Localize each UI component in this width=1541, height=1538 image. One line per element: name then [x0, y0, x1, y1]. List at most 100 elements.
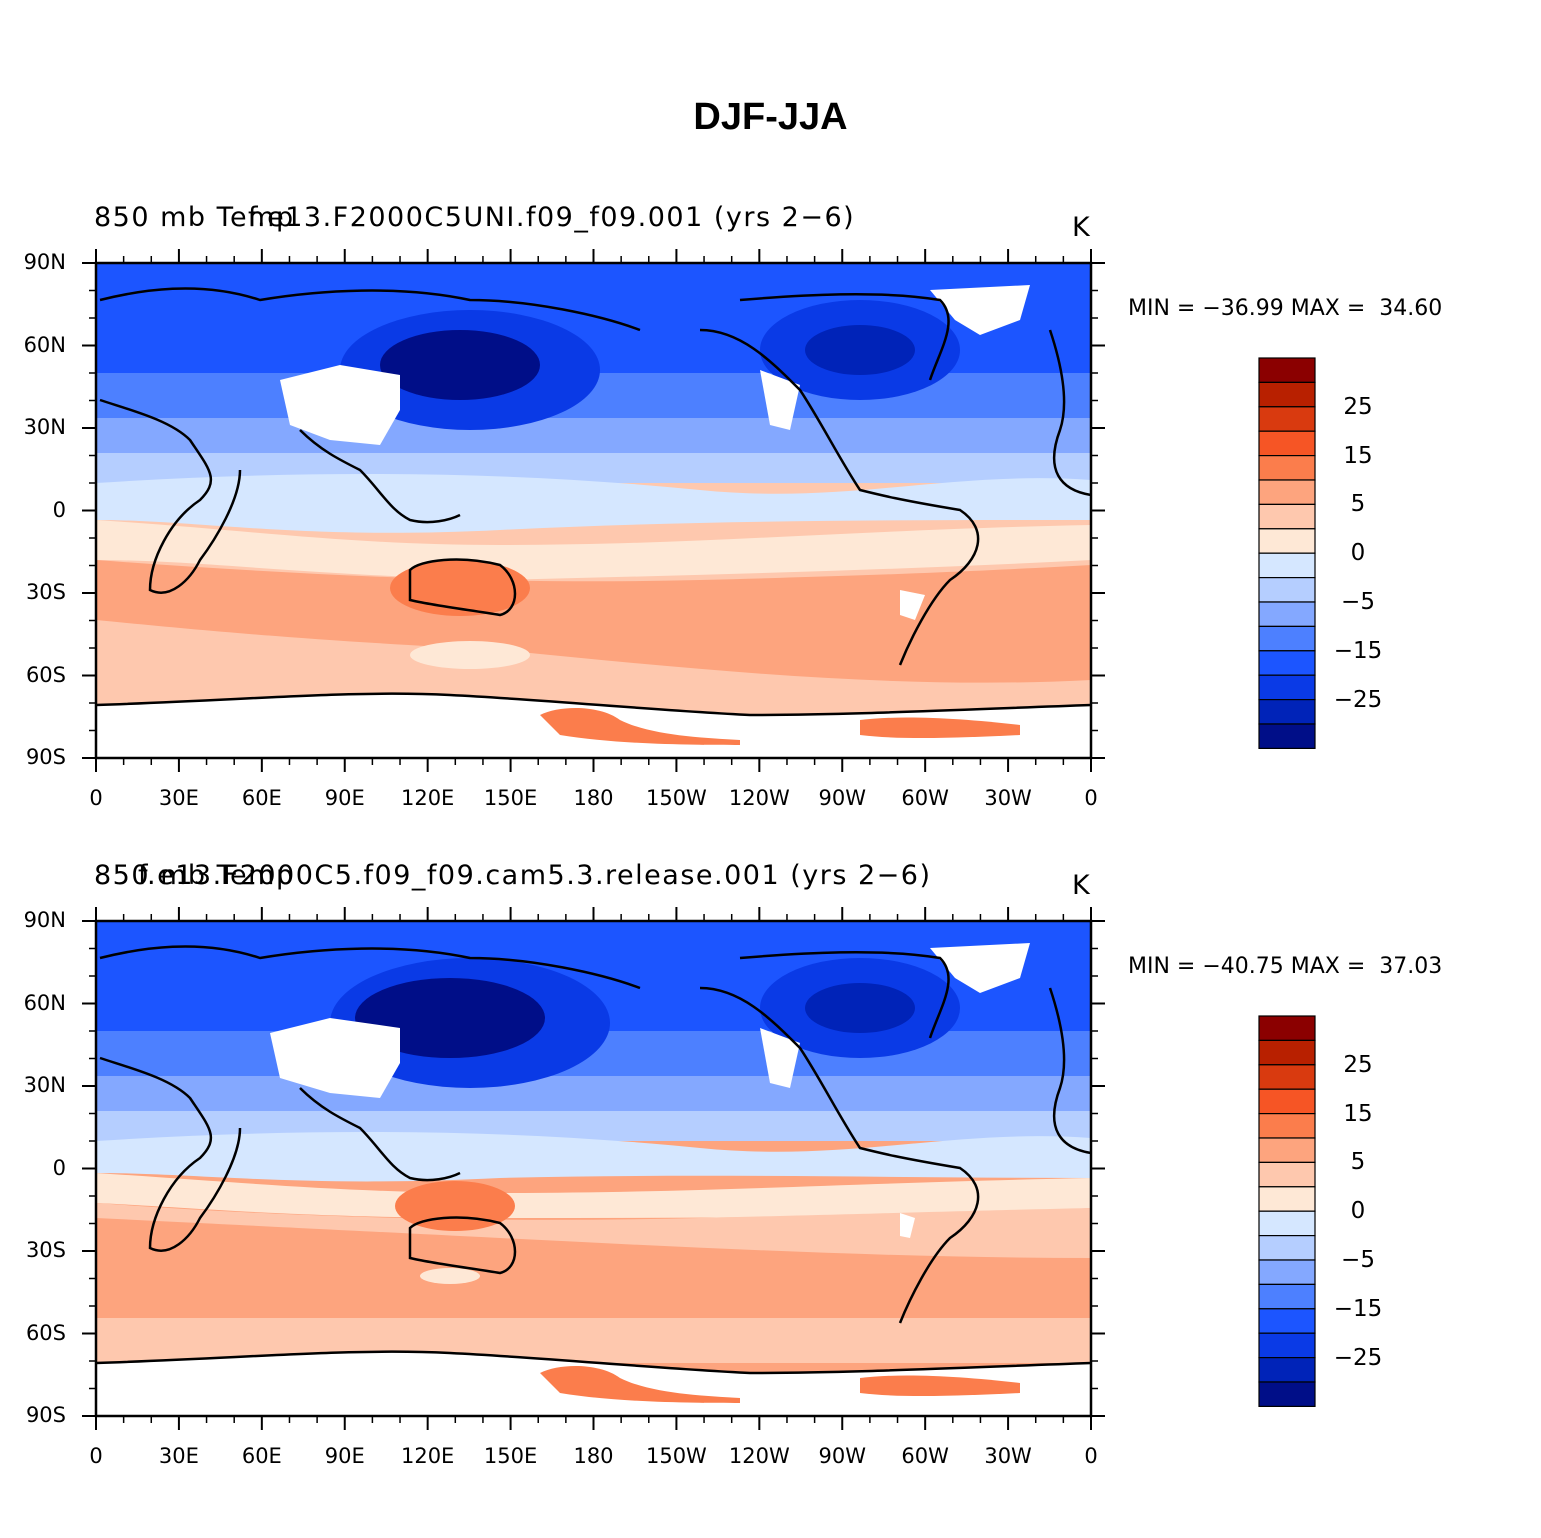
lat-tick-label: 90S — [25, 745, 66, 769]
colorbar-label: 25 — [1343, 393, 1373, 420]
figure-title: DJF-JJA — [693, 96, 848, 138]
panel-1-colorbar — [1258, 357, 1316, 749]
lon-tick-label: 30W — [984, 1444, 1032, 1468]
lon-tick-label: 0 — [89, 1444, 103, 1468]
colorbar-label: −25 — [1333, 1344, 1383, 1371]
colorbar-box — [1258, 1137, 1316, 1163]
map-panel-2: 850 mb Temp f.e13.F2000C5.f09_f09.cam5.3… — [0, 658, 1541, 1467]
lat-tick-label: 0 — [52, 1155, 66, 1180]
lon-tick-label: 150W — [645, 786, 707, 810]
colorbar-box — [1258, 699, 1316, 725]
lat-tick-label: 30S — [25, 580, 66, 604]
colorbar-box — [1258, 1210, 1316, 1237]
lon-tick-label: 60E — [241, 786, 282, 810]
colorbar-label: 15 — [1343, 442, 1373, 469]
panel-1-center-title: f.e13.F2000C5UNI.f09_f09.001 (yrs 2−6) — [248, 202, 856, 233]
colorbar-box — [1258, 1332, 1316, 1359]
colorbar-box — [1258, 479, 1316, 505]
colorbar-box — [1258, 723, 1316, 749]
colorbar-box — [1258, 406, 1316, 432]
colorbar-label: 15 — [1343, 1100, 1373, 1127]
panel-2-minmax: MIN = −40.75 MAX = 37.03 — [1128, 954, 1443, 979]
lon-tick-label: 90E — [324, 786, 365, 810]
lat-tick-label: 60N — [23, 332, 66, 357]
lon-tick-label: 0 — [89, 786, 103, 810]
lon-tick-label: 90W — [818, 1444, 867, 1468]
colorbar-label: 0 — [1350, 1198, 1366, 1225]
colorbar-box — [1258, 454, 1316, 481]
lat-tick-label: 60S — [25, 1320, 66, 1345]
lat-tick-label: 90N — [23, 250, 66, 274]
colorbar-box — [1258, 1381, 1316, 1407]
lon-tick-label: 150E — [483, 786, 538, 810]
colorbar-box — [1258, 1039, 1316, 1066]
colorbar-box — [1258, 1283, 1316, 1310]
colorbar-box — [1258, 1186, 1316, 1212]
panel-2-colorbar — [1258, 1015, 1316, 1407]
lon-tick-label: 120W — [728, 786, 790, 810]
map-panel-1: 850 mb Temp f.e13.F2000C5UNI.f09_f09.001… — [0, 0, 1541, 809]
lon-tick-label: 90W — [818, 786, 867, 810]
colorbar-box — [1258, 430, 1316, 457]
colorbar-box — [1258, 577, 1316, 603]
colorbar-label: 25 — [1343, 1051, 1373, 1078]
colorbar-label: −15 — [1333, 1295, 1383, 1322]
field-1 — [96, 263, 1091, 758]
colorbar-label: −15 — [1333, 637, 1383, 664]
lat-tick-label: 30S — [25, 1238, 66, 1262]
colorbar-box — [1258, 625, 1316, 652]
lat-tick-label: 90N — [23, 908, 66, 932]
lon-tick-label: 0 — [1084, 786, 1098, 810]
lat-tick-label: 90S — [25, 1403, 66, 1427]
lon-tick-label: 30E — [158, 786, 199, 810]
lon-tick-label: 180 — [573, 1444, 614, 1468]
panel-2-left-title: 850 mb Temp — [94, 860, 295, 891]
lat-tick-label: 60S — [25, 662, 66, 687]
colorbar-box — [1258, 552, 1316, 579]
lon-tick-label: 0 — [1084, 1444, 1098, 1468]
colorbar-box — [1258, 1088, 1316, 1115]
colorbar-box — [1258, 528, 1316, 554]
colorbar-box — [1258, 381, 1316, 408]
map-1-ticks — [82, 249, 1105, 772]
colorbar-box — [1258, 1308, 1316, 1334]
colorbar-label: 5 — [1350, 1149, 1366, 1176]
lon-tick-label: 30W — [984, 786, 1032, 810]
lon-tick-label: 150W — [645, 1444, 707, 1468]
colorbar-box — [1258, 1112, 1316, 1139]
colorbar-box — [1258, 650, 1316, 676]
panel-2-units: K — [1072, 870, 1090, 901]
lon-tick-label: 120E — [400, 1444, 455, 1468]
lon-tick-label: 180 — [573, 786, 614, 810]
lon-tick-label: 120W — [728, 1444, 790, 1468]
colorbar-label: −5 — [1341, 1247, 1375, 1273]
lat-tick-label: 30N — [23, 1073, 66, 1097]
colorbar-box — [1258, 503, 1316, 530]
colorbar-label: 5 — [1350, 491, 1366, 518]
panel-1-units: K — [1072, 212, 1090, 243]
colorbar-box — [1258, 1235, 1316, 1261]
lon-tick-label: 60E — [241, 1444, 282, 1468]
lat-tick-label: 30N — [23, 415, 66, 439]
colorbar-box — [1258, 357, 1316, 383]
lon-tick-label: 30E — [158, 1444, 199, 1468]
map-2-ticks — [82, 907, 1105, 1430]
field-2 — [96, 921, 1091, 1416]
panel-1-minmax: MIN = −36.99 MAX = 34.60 — [1128, 296, 1443, 321]
colorbar-box — [1258, 601, 1316, 627]
lon-tick-label: 60W — [901, 1444, 949, 1468]
colorbar-box — [1258, 1064, 1316, 1090]
map-1-plot — [82, 249, 1105, 772]
lat-tick-label: 0 — [52, 497, 66, 522]
colorbar-label: −25 — [1333, 686, 1383, 713]
panel-1-left-title: 850 mb Temp — [94, 202, 295, 233]
colorbar-box — [1258, 1259, 1316, 1285]
panel-2-center-title: f.e13.F2000C5.f09_f09.cam5.3.release.001… — [138, 860, 932, 891]
lon-tick-label: 60W — [901, 786, 949, 810]
colorbar-label: 0 — [1350, 540, 1366, 567]
lat-tick-label: 60N — [23, 990, 66, 1015]
map-2-plot — [82, 907, 1105, 1430]
lon-tick-label: 90E — [324, 1444, 365, 1468]
lon-tick-label: 150E — [483, 1444, 538, 1468]
colorbar-box — [1258, 1357, 1316, 1383]
